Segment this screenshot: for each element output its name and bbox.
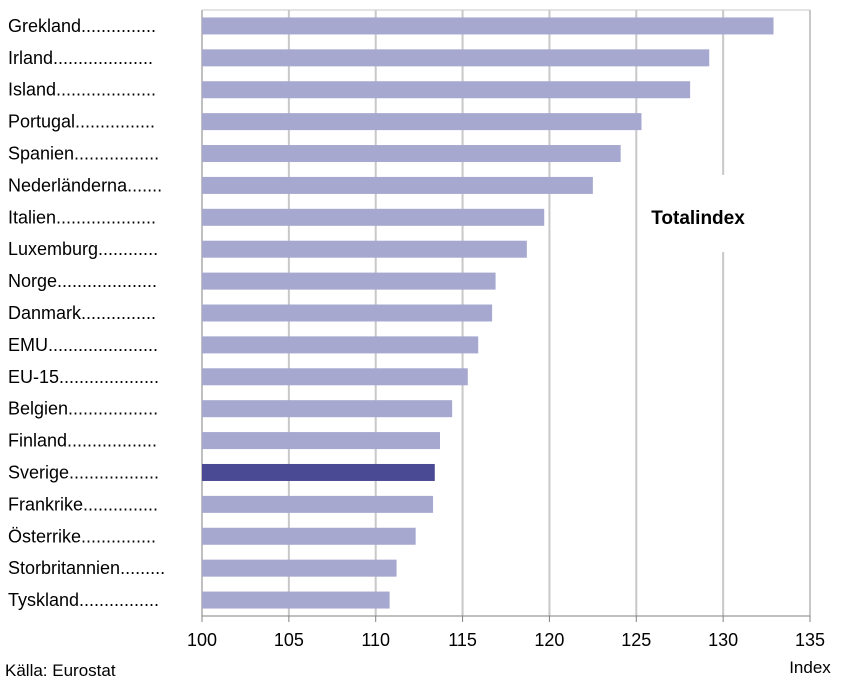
category-label: Grekland............... — [8, 16, 156, 36]
bar — [202, 559, 397, 577]
bar — [202, 208, 545, 226]
category-label: Danmark............... — [8, 303, 156, 323]
category-label: Tyskland................ — [8, 590, 159, 610]
bar — [202, 17, 774, 35]
bar — [202, 527, 416, 545]
x-tick-label: 110 — [361, 630, 390, 650]
tick-layer: 100 105 110 115 120 125 130 135 — [187, 616, 825, 650]
x-tick-label: 130 — [708, 630, 738, 650]
x-axis-label: Index — [789, 658, 831, 677]
grid-layer — [201, 9, 811, 617]
x-tick-label: 135 — [795, 630, 825, 650]
category-label: Norge.................... — [8, 271, 157, 291]
category-label: Italien.................... — [8, 207, 156, 227]
bar — [202, 145, 621, 163]
category-label: Frankrike............... — [8, 494, 158, 514]
category-label: Sverige.................. — [8, 462, 159, 482]
source-label: Källa: Eurostat — [5, 661, 116, 678]
x-tick-label: 125 — [621, 630, 651, 650]
bar — [202, 368, 468, 386]
bar — [202, 304, 493, 322]
bar — [202, 272, 496, 290]
bar — [202, 176, 593, 194]
x-tick-label: 120 — [534, 630, 564, 650]
bar — [202, 432, 440, 450]
bar-layer — [202, 17, 774, 609]
bar — [202, 81, 691, 99]
category-label: Belgien.................. — [8, 399, 158, 419]
category-label-layer: Grekland............... Irland...........… — [8, 16, 165, 610]
bar — [202, 463, 435, 481]
category-label: Portugal................ — [8, 112, 155, 132]
annotation-layer: Totalindex — [651, 208, 745, 229]
bar — [202, 240, 527, 258]
x-tick-label: 100 — [187, 630, 217, 650]
category-label: EU-15.................... — [8, 367, 159, 387]
category-label: Luxemburg............ — [8, 239, 158, 259]
bar — [202, 495, 434, 513]
category-label: Island.................... — [8, 80, 156, 100]
bar — [202, 113, 642, 131]
bar — [202, 49, 710, 67]
annotation-label: Totalindex — [651, 208, 745, 229]
category-label: EMU...................... — [8, 335, 158, 355]
bar — [202, 336, 479, 354]
category-label: Nederländerna....... — [8, 175, 162, 195]
category-label: Finland.................. — [8, 431, 157, 451]
category-label: Österrike............... — [8, 526, 156, 546]
category-label: Spanien................. — [8, 144, 159, 164]
category-label: Irland.................... — [8, 48, 153, 68]
category-label: Storbritannien......... — [8, 558, 165, 578]
bar — [202, 591, 390, 609]
x-tick-label: 115 — [448, 630, 477, 650]
x-tick-label: 105 — [274, 630, 304, 650]
bar — [202, 400, 453, 418]
